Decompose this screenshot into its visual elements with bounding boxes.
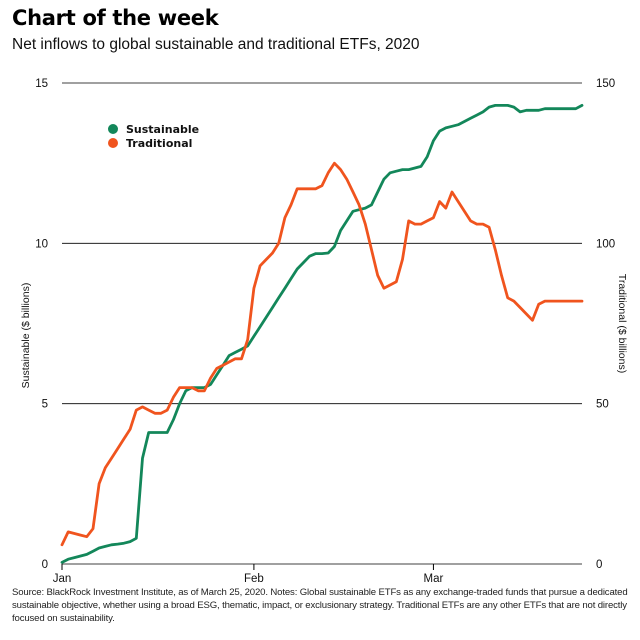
legend-label-sustainable: Sustainable [126,123,199,136]
left-tick-label: 5 [42,399,48,411]
right-tick-label: 50 [596,399,609,411]
legend-swatch-traditional [108,138,118,148]
left-tick-label: 0 [42,559,48,571]
source-note: Source: BlackRock Investment Institute, … [12,587,628,624]
right-axis-title: Traditional ($ billions) [616,274,628,373]
left-axis-title: Sustainable ($ billions) [20,283,32,389]
series-line-traditional [60,161,584,547]
x-tick-label: Jan [53,573,72,585]
left-tick-label: 15 [35,78,48,90]
chart-subtitle: Net inflows to global sustainable and tr… [12,36,420,53]
series-line-sustainable [60,104,584,564]
left-axis-ticks: 0 5 10 15 [35,78,48,571]
right-tick-label: 0 [596,559,602,571]
right-axis-ticks: 0 50 100 150 [596,78,615,571]
legend-label-traditional: Traditional [126,137,192,150]
x-axis-ticks: Jan Feb Mar [53,564,444,585]
chart-title: Chart of the week [12,6,219,30]
gridlines [62,82,582,565]
series-lines [60,104,584,564]
x-tick-label: Mar [424,573,444,585]
left-tick-label: 10 [35,238,48,250]
right-tick-label: 150 [596,78,615,90]
x-tick-label: Feb [244,573,264,585]
legend-swatch-sustainable [108,124,118,134]
right-tick-label: 100 [596,238,615,250]
